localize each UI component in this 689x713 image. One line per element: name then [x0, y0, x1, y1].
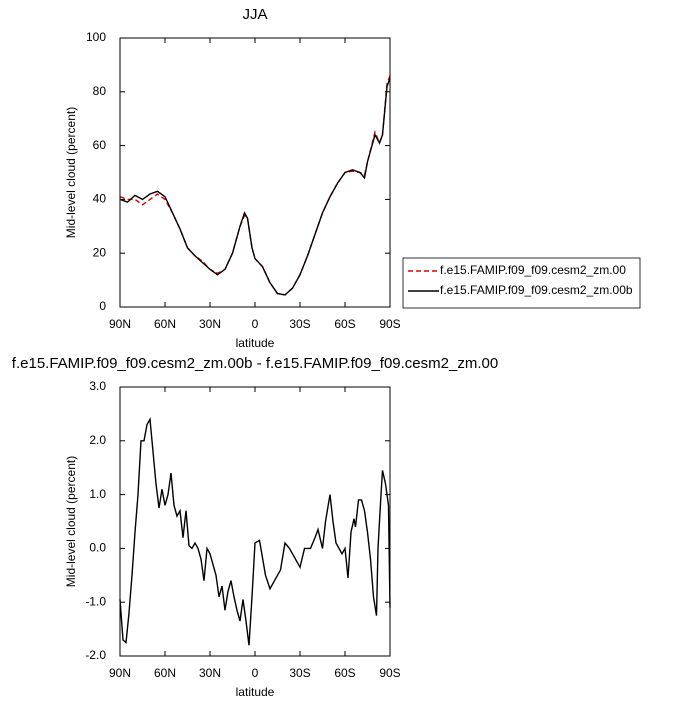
data-line: [119, 75, 391, 296]
chart-title: JJA: [242, 6, 267, 23]
y-tick-label: 1.0: [89, 487, 106, 501]
y-tick-label: 3.0: [89, 379, 106, 393]
x-axis-label: latitude: [236, 336, 275, 350]
y-tick-label: -2.0: [85, 648, 106, 662]
x-tick-label: 90N: [109, 317, 131, 331]
y-tick-label: 40: [93, 192, 107, 206]
x-axis-label: latitude: [236, 685, 275, 699]
x-tick-label: 90N: [109, 666, 131, 680]
legend-label: f.e15.FAMIP.f09_f09.cesm2_zm.00b: [440, 283, 633, 297]
plot-frame: [119, 37, 391, 308]
y-tick-label: 100: [86, 30, 106, 44]
y-tick-label: 80: [93, 84, 107, 98]
x-tick-label: 30S: [289, 666, 310, 680]
x-tick-label: 0: [252, 666, 259, 680]
y-tick-label: -1.0: [85, 594, 106, 608]
x-tick-label: 30N: [199, 666, 221, 680]
data-line: [119, 416, 391, 646]
chart-title: f.e15.FAMIP.f09_f09.cesm2_zm.00b - f.e15…: [12, 355, 498, 372]
y-tick-label: 2.0: [89, 433, 106, 447]
legend-label: f.e15.FAMIP.f09_f09.cesm2_zm.00: [440, 263, 626, 277]
x-tick-label: 30S: [289, 317, 310, 331]
x-tick-label: 90S: [379, 666, 400, 680]
x-tick-label: 90S: [379, 317, 400, 331]
y-tick-label: 0.0: [89, 541, 106, 555]
y-axis-label: Mid-level cloud (percent): [64, 456, 78, 587]
x-tick-label: 60S: [334, 317, 355, 331]
y-tick-label: 20: [93, 245, 107, 259]
y-tick-label: 0: [99, 299, 106, 313]
plot-frame: [119, 386, 391, 657]
y-axis-label: Mid-level cloud (percent): [64, 107, 78, 238]
x-tick-label: 0: [252, 317, 259, 331]
legend-box: [402, 257, 641, 309]
x-tick-label: 60S: [334, 666, 355, 680]
x-tick-label: 60N: [154, 317, 176, 331]
y-tick-label: 60: [93, 138, 107, 152]
data-line: [119, 78, 391, 296]
x-tick-label: 60N: [154, 666, 176, 680]
x-tick-label: 30N: [199, 317, 221, 331]
